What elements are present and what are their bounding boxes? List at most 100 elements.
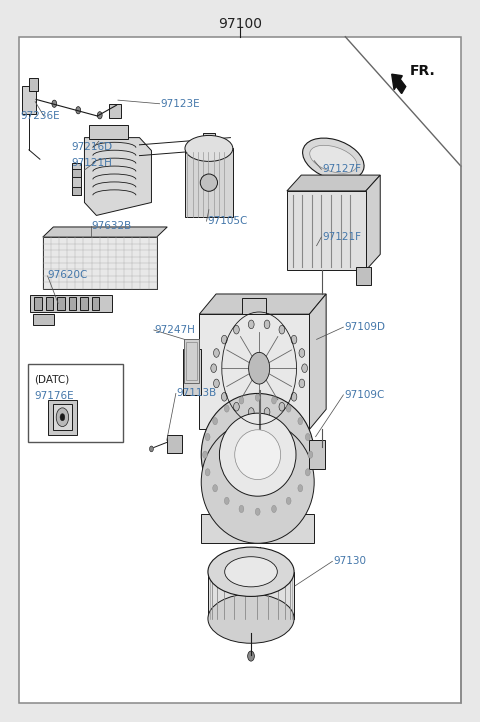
Bar: [34, 297, 42, 310]
Bar: [92, 297, 99, 310]
Circle shape: [302, 364, 308, 373]
Circle shape: [308, 451, 313, 458]
Bar: [57, 297, 65, 310]
Circle shape: [305, 433, 310, 440]
Circle shape: [234, 326, 240, 334]
Text: 97216D: 97216D: [72, 142, 113, 152]
Circle shape: [52, 100, 57, 108]
Ellipse shape: [185, 136, 233, 162]
Circle shape: [248, 651, 254, 661]
Bar: [186, 342, 197, 380]
Polygon shape: [43, 227, 167, 237]
Bar: [29, 78, 38, 91]
Ellipse shape: [208, 594, 294, 643]
Bar: [269, 626, 275, 632]
Text: 97121F: 97121F: [323, 232, 361, 242]
Text: 97127F: 97127F: [323, 165, 361, 174]
Bar: [185, 149, 233, 217]
Circle shape: [213, 417, 217, 425]
Bar: [48, 400, 77, 435]
Circle shape: [214, 349, 219, 357]
Text: 97176E: 97176E: [34, 391, 74, 401]
Ellipse shape: [201, 393, 314, 516]
Bar: [208, 572, 294, 619]
Circle shape: [203, 451, 207, 458]
Circle shape: [76, 107, 81, 114]
Circle shape: [305, 469, 310, 476]
Bar: [310, 440, 324, 469]
Circle shape: [60, 414, 65, 421]
Bar: [53, 404, 72, 430]
Circle shape: [299, 379, 305, 388]
Text: 97113B: 97113B: [177, 388, 217, 399]
Ellipse shape: [219, 413, 296, 496]
Circle shape: [249, 352, 270, 384]
Text: 97247H: 97247H: [155, 325, 196, 335]
Bar: [43, 237, 157, 289]
Circle shape: [255, 394, 260, 401]
Bar: [287, 191, 366, 270]
Text: 97121H: 97121H: [72, 158, 112, 168]
Text: 97620C: 97620C: [48, 269, 88, 279]
Text: 97236E: 97236E: [21, 111, 60, 121]
Bar: [46, 297, 53, 310]
Bar: [109, 104, 121, 118]
Circle shape: [221, 393, 227, 401]
Bar: [242, 298, 266, 314]
Text: 97123E: 97123E: [160, 99, 200, 109]
Circle shape: [255, 508, 260, 516]
Circle shape: [214, 379, 219, 388]
Polygon shape: [287, 175, 380, 191]
Bar: [220, 617, 234, 632]
Circle shape: [272, 397, 276, 404]
Circle shape: [205, 469, 210, 476]
Circle shape: [221, 335, 227, 344]
Circle shape: [239, 397, 244, 404]
Text: 97130: 97130: [333, 557, 366, 566]
Ellipse shape: [208, 547, 294, 596]
Bar: [356, 266, 371, 284]
Circle shape: [205, 433, 210, 440]
Polygon shape: [366, 175, 380, 270]
Ellipse shape: [201, 421, 314, 543]
Circle shape: [298, 417, 303, 425]
FancyArrow shape: [392, 74, 406, 94]
Bar: [221, 626, 227, 632]
Bar: [72, 163, 81, 195]
Bar: [167, 435, 182, 453]
Polygon shape: [199, 294, 326, 314]
Ellipse shape: [200, 174, 217, 191]
Circle shape: [213, 484, 217, 492]
Circle shape: [56, 408, 69, 427]
Circle shape: [286, 497, 291, 505]
Text: 97109D: 97109D: [344, 322, 385, 332]
Text: 97100: 97100: [218, 17, 262, 31]
Ellipse shape: [302, 138, 364, 180]
Bar: [80, 297, 88, 310]
Bar: [72, 186, 81, 195]
Circle shape: [239, 505, 244, 513]
Circle shape: [298, 484, 303, 492]
Circle shape: [264, 320, 270, 329]
Text: 97105C: 97105C: [207, 216, 248, 226]
Circle shape: [279, 326, 285, 334]
Circle shape: [279, 402, 285, 411]
Circle shape: [224, 497, 229, 505]
Circle shape: [299, 349, 305, 357]
Circle shape: [234, 402, 240, 411]
Circle shape: [257, 573, 264, 583]
Text: FR.: FR.: [410, 64, 436, 78]
Bar: [33, 314, 54, 325]
Circle shape: [224, 405, 229, 412]
Bar: [182, 349, 201, 395]
Bar: [203, 133, 215, 147]
Circle shape: [272, 505, 276, 513]
Polygon shape: [310, 294, 326, 430]
Bar: [184, 339, 199, 383]
Circle shape: [248, 408, 254, 417]
Bar: [30, 295, 112, 312]
Bar: [199, 314, 310, 430]
Circle shape: [291, 393, 297, 401]
Bar: [89, 125, 128, 139]
Bar: [268, 617, 282, 632]
